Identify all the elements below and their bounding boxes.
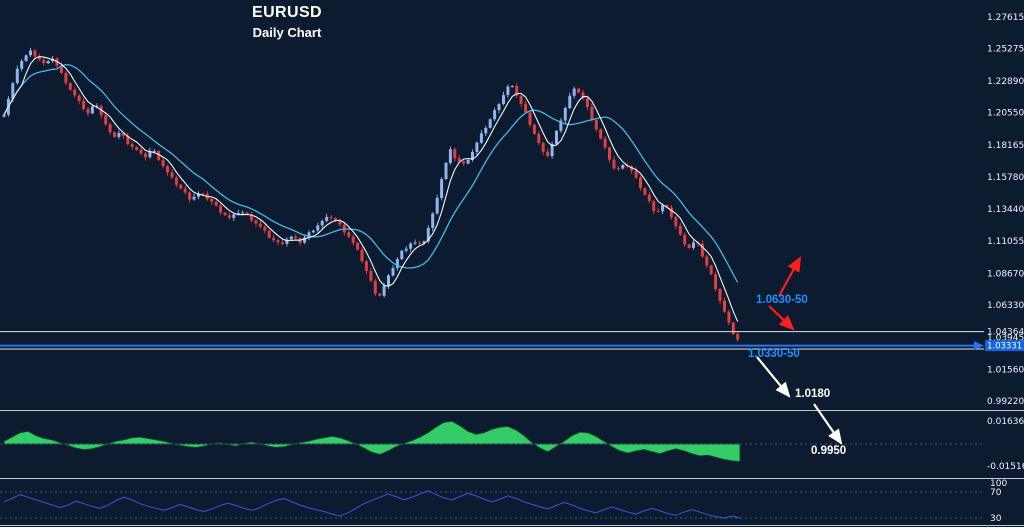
price-axis: 1.27615 1.25275 1.22890 1.20550 1.18165 1.157…	[987, 13, 1024, 407]
level-price-label: 1.04364	[987, 328, 1024, 338]
white-arrow	[756, 356, 791, 398]
price-axis-label: 1.18165	[987, 141, 1024, 151]
indicator2-level-label: 30	[990, 514, 1002, 524]
price-line-arrowhead-icon	[974, 341, 984, 351]
ma-slow-line	[3, 63, 739, 283]
resistance-zone-label: 1.0630-50	[756, 294, 808, 306]
price-axis-label: 0.99220	[987, 397, 1024, 407]
price-axis-label: 1.13440	[987, 205, 1024, 215]
price-axis-label: 1.03945	[987, 333, 1024, 343]
osma-histogram	[3, 420, 741, 463]
price-axis-label: 1.06330	[987, 301, 1024, 311]
price-axis-label: 1.20550	[987, 109, 1024, 119]
support-zone-label: 1.0330-50	[748, 348, 800, 360]
price-axis-label: 1.01560	[987, 366, 1024, 376]
symbol-title: EURUSD	[252, 4, 322, 21]
price-axis-label: 1.27615	[987, 13, 1024, 23]
ma-fast-line	[3, 56, 739, 322]
red-arrow	[778, 256, 802, 297]
white-arrow	[813, 403, 843, 445]
target-2-label: 0.9950	[811, 445, 847, 457]
timeframe-title: Daily Chart	[252, 25, 322, 40]
price-axis-label: 1.08670	[987, 269, 1024, 279]
price-axis-label: 1.25275	[987, 45, 1024, 55]
indicator2-level-label: 100	[990, 479, 1007, 489]
red-arrow	[768, 305, 795, 331]
oscillator-line	[3, 490, 741, 519]
indicator1-scale-top: 0.01636	[987, 417, 1024, 427]
current-price-tag	[985, 340, 1024, 352]
candles-group	[2, 47, 740, 342]
price-axis-label: 1.15780	[987, 173, 1024, 183]
indicator2-level-label: 70	[990, 488, 1002, 498]
chart-title: EURUSD Daily Chart	[207, 4, 367, 40]
price-axis-label: 1.22890	[987, 77, 1024, 87]
target-1-label: 1.0180	[795, 388, 831, 400]
current-price-tag-text: 1.03331	[987, 342, 1022, 352]
price-axis-label: 1.11055	[987, 237, 1024, 247]
indicator1-scale-bottom: -0.01516	[987, 462, 1024, 472]
